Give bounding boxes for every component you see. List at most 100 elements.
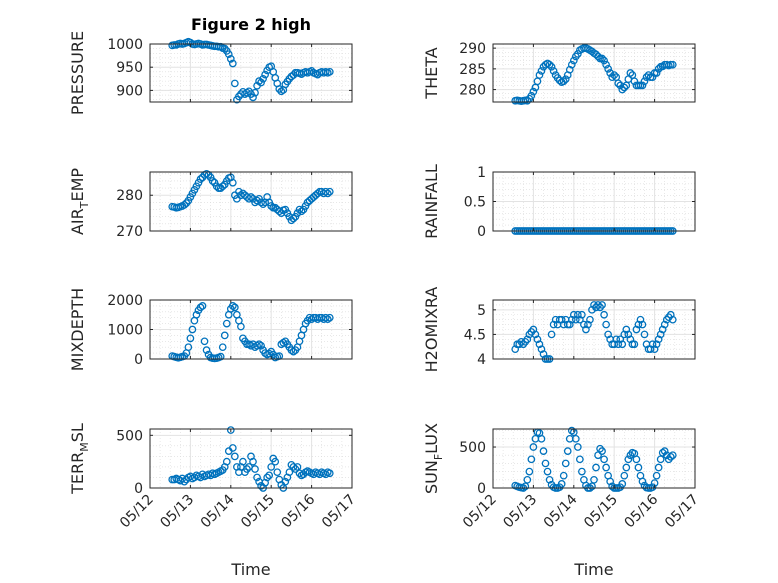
data-point bbox=[592, 463, 600, 472]
data-point bbox=[598, 447, 606, 455]
data-point bbox=[622, 325, 631, 334]
data-point bbox=[226, 426, 235, 434]
data-point bbox=[567, 426, 576, 435]
data-point bbox=[600, 455, 608, 464]
data-point bbox=[263, 473, 272, 482]
axes-frame bbox=[492, 43, 696, 103]
data-point bbox=[529, 325, 538, 334]
data-point bbox=[230, 303, 239, 312]
x-tick-label: 05/17 bbox=[319, 492, 359, 532]
data-point bbox=[547, 62, 556, 71]
data-point bbox=[289, 347, 298, 356]
data-point bbox=[249, 93, 257, 102]
data-point bbox=[624, 330, 633, 339]
data-point bbox=[588, 305, 596, 314]
data-point bbox=[578, 467, 586, 476]
data-point bbox=[640, 330, 649, 339]
data-point bbox=[586, 315, 594, 324]
data-point bbox=[273, 468, 282, 477]
data-point bbox=[656, 330, 665, 339]
data-point bbox=[618, 85, 627, 94]
data-point bbox=[549, 67, 558, 75]
data-point bbox=[612, 335, 621, 344]
data-point bbox=[535, 71, 544, 79]
data-point bbox=[618, 340, 627, 349]
data-point bbox=[594, 52, 602, 61]
y-axis-label: H2OMIXRA bbox=[422, 287, 441, 373]
data-point bbox=[616, 335, 625, 344]
data-point bbox=[602, 320, 610, 329]
data-point bbox=[582, 325, 590, 334]
data-point bbox=[606, 69, 615, 77]
data-point bbox=[632, 455, 641, 464]
data-point bbox=[580, 320, 588, 329]
data-point bbox=[321, 187, 330, 196]
y-tick-label: 270 bbox=[116, 224, 143, 240]
axes-frame bbox=[492, 428, 696, 489]
y-tick-label: 280 bbox=[116, 188, 143, 204]
data-point bbox=[656, 455, 665, 464]
data-point bbox=[638, 320, 647, 329]
data-point bbox=[602, 60, 610, 69]
x-tick-label: 05/14 bbox=[198, 491, 238, 531]
data-point bbox=[224, 50, 233, 59]
x-axis-label-left: Time bbox=[230, 560, 270, 579]
y-tick-label: 0 bbox=[134, 481, 143, 497]
subplot-6: 4 4.5 5 H2OMIXRA bbox=[422, 287, 696, 373]
data-point bbox=[539, 447, 548, 455]
y-axis-label: THETA bbox=[422, 47, 441, 99]
data-point bbox=[606, 477, 615, 486]
y-tick-label: 290 bbox=[459, 41, 486, 57]
data-point bbox=[537, 434, 546, 443]
axes-frame bbox=[492, 299, 696, 360]
y-axis-label: SUNFLUX bbox=[422, 423, 445, 494]
data-point bbox=[230, 452, 239, 461]
data-point bbox=[228, 59, 237, 68]
data-point bbox=[287, 346, 296, 354]
y-tick-label: 4.5 bbox=[464, 327, 486, 343]
data-point bbox=[251, 88, 259, 97]
data-point bbox=[602, 463, 610, 472]
data-point bbox=[578, 310, 586, 319]
data-point bbox=[285, 468, 294, 477]
data-point bbox=[247, 193, 255, 201]
data-point bbox=[289, 463, 298, 471]
subplot-8: 0 500 05/12 05/13 05/14 05/15 05/16 05/17 SUNFLU… bbox=[422, 423, 702, 531]
y-tick-label: 900 bbox=[116, 83, 143, 99]
y-axis-label: PRESSURE bbox=[68, 31, 87, 115]
subplot-4: 0 0.5 1 RAINFALL bbox=[422, 164, 696, 240]
y-tick-label: 500 bbox=[459, 440, 486, 456]
data-point bbox=[638, 81, 647, 90]
data-point bbox=[243, 465, 251, 473]
data-point bbox=[323, 315, 332, 324]
subplot-2: 280 285 290 THETA bbox=[422, 41, 696, 106]
y-tick-label: 285 bbox=[459, 62, 486, 78]
data-point bbox=[547, 330, 556, 339]
data-point bbox=[198, 302, 207, 310]
x-tick-label: 05/16 bbox=[622, 491, 662, 531]
y-tick-label: 0 bbox=[477, 481, 486, 497]
x-tick-label: 05/12 bbox=[460, 492, 500, 532]
data-point bbox=[265, 471, 274, 480]
data-point bbox=[291, 465, 300, 473]
data-point bbox=[281, 477, 290, 486]
data-point bbox=[325, 67, 334, 76]
data-point bbox=[571, 434, 580, 443]
x-tick-label: 05/13 bbox=[157, 492, 197, 532]
x-tick-label: 05/15 bbox=[238, 492, 278, 532]
data-point bbox=[634, 320, 643, 329]
data-point bbox=[648, 483, 657, 492]
data-point bbox=[573, 443, 582, 451]
data-point bbox=[567, 315, 576, 324]
x-tick-label: 05/16 bbox=[279, 491, 319, 531]
data-point bbox=[610, 340, 619, 349]
data-point bbox=[571, 315, 580, 324]
data-point bbox=[279, 338, 288, 347]
data-point bbox=[592, 50, 600, 59]
data-point bbox=[523, 475, 532, 484]
data-point bbox=[557, 315, 566, 324]
y-tick-label: 5 bbox=[477, 303, 486, 319]
data-point bbox=[188, 325, 197, 334]
